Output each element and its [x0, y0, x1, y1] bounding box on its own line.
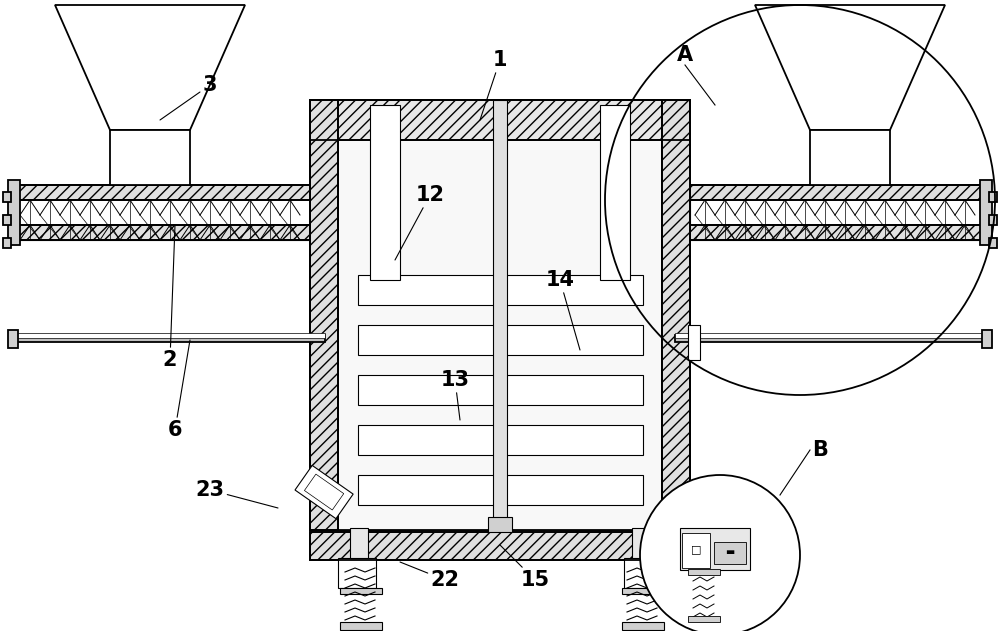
Bar	[3, 215, 11, 225]
Polygon shape	[755, 5, 945, 130]
Bar	[680, 528, 750, 570]
Bar	[662, 100, 690, 530]
Bar	[310, 100, 690, 530]
Bar	[989, 192, 997, 202]
Polygon shape	[304, 474, 344, 510]
Bar	[675, 333, 985, 338]
Text: □: □	[691, 544, 701, 554]
Bar	[310, 532, 690, 560]
Bar	[688, 569, 720, 575]
Text: 22: 22	[400, 562, 460, 590]
Text: 3: 3	[160, 75, 217, 120]
Bar	[310, 100, 338, 530]
Polygon shape	[295, 466, 353, 519]
Text: 14: 14	[546, 270, 580, 350]
Bar	[15, 225, 310, 240]
Bar	[350, 528, 368, 558]
Bar	[15, 333, 325, 338]
Text: 12: 12	[395, 185, 444, 260]
Bar	[688, 616, 720, 622]
Bar	[600, 105, 630, 280]
Bar	[632, 528, 650, 558]
Circle shape	[640, 475, 800, 631]
Bar	[358, 475, 643, 505]
Bar	[310, 100, 690, 140]
Bar	[488, 517, 512, 532]
Bar	[989, 238, 997, 248]
Bar	[690, 225, 985, 240]
Bar	[3, 238, 11, 248]
Bar	[8, 180, 20, 245]
Bar	[690, 185, 985, 240]
Bar	[15, 185, 310, 200]
Bar	[624, 558, 662, 588]
Bar	[15, 185, 310, 240]
Bar	[989, 215, 997, 225]
Bar	[15, 225, 310, 240]
Bar	[3, 192, 11, 202]
Bar	[622, 588, 664, 594]
Bar	[358, 275, 643, 305]
Bar	[980, 180, 992, 245]
Bar	[358, 425, 643, 455]
Polygon shape	[55, 5, 245, 130]
Bar	[8, 330, 18, 348]
Bar	[358, 375, 643, 405]
Bar	[675, 335, 985, 342]
Bar	[310, 532, 690, 560]
Text: 2: 2	[163, 225, 177, 370]
Text: B: B	[812, 440, 828, 460]
Bar	[358, 325, 643, 355]
Bar	[688, 325, 700, 360]
Bar	[682, 533, 710, 568]
Bar	[15, 185, 310, 200]
Bar	[493, 100, 507, 530]
Text: 1: 1	[480, 50, 507, 120]
Bar	[662, 100, 690, 530]
Bar	[690, 185, 985, 200]
Bar	[338, 100, 662, 530]
Polygon shape	[110, 130, 190, 185]
Bar	[622, 622, 664, 630]
Bar	[338, 558, 376, 588]
Bar	[982, 330, 992, 348]
Bar	[340, 622, 382, 630]
Text: 15: 15	[500, 545, 550, 590]
Bar	[714, 542, 746, 564]
Bar	[690, 185, 985, 200]
Bar	[370, 105, 400, 280]
Text: ▬: ▬	[725, 547, 735, 557]
Polygon shape	[810, 130, 890, 185]
Bar	[15, 335, 325, 342]
Bar	[340, 588, 382, 594]
Bar	[690, 225, 985, 240]
Bar	[310, 100, 338, 530]
Text: A: A	[677, 45, 693, 65]
Text: 23: 23	[196, 480, 278, 508]
Text: 13: 13	[440, 370, 470, 420]
Bar	[310, 100, 690, 140]
Text: 6: 6	[168, 340, 190, 440]
